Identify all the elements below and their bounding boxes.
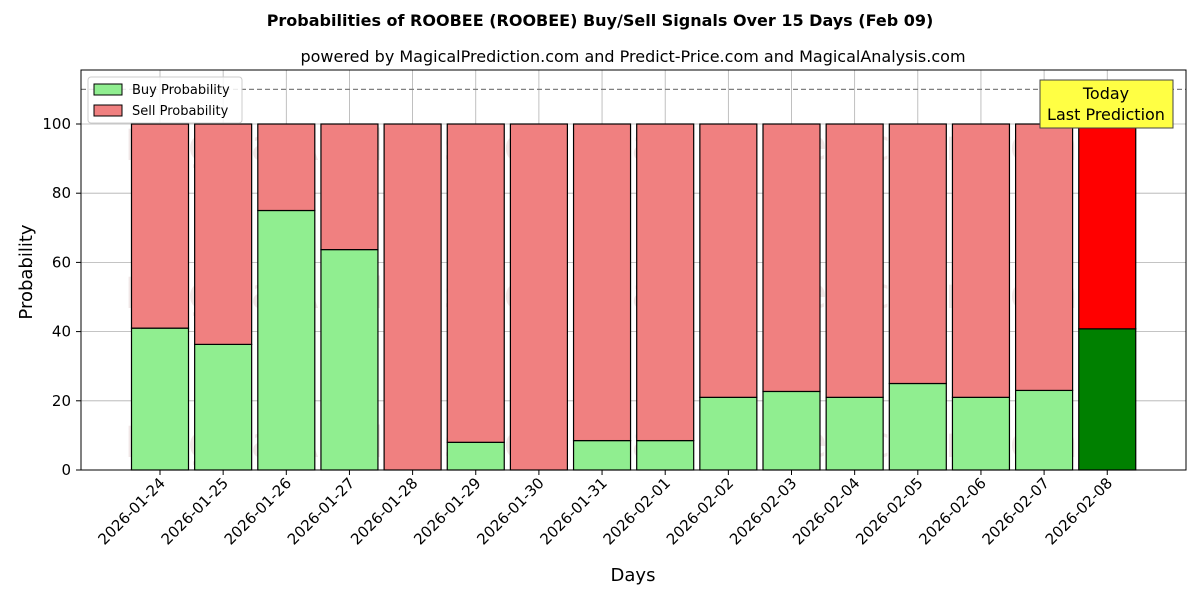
x-tick-label: 2026-01-25 — [158, 474, 232, 548]
bars — [130, 123, 1137, 471]
y-tick-label: 60 — [52, 253, 71, 271]
buy-bar — [699, 396, 758, 471]
buy-bar — [194, 343, 253, 471]
sell-bar — [257, 123, 316, 212]
sell-bar — [509, 123, 568, 471]
buy-bar — [257, 209, 316, 471]
buy-bar — [572, 439, 632, 471]
legend-label: Sell Probability — [132, 104, 229, 119]
sell-bar — [1014, 123, 1074, 392]
buy-bar — [888, 382, 947, 471]
buy-bar — [1078, 328, 1137, 471]
x-tick-label: 2026-01-29 — [410, 474, 484, 548]
buy-bar — [636, 439, 695, 471]
buy-bar — [1014, 389, 1074, 471]
y-tick-label: 0 — [61, 461, 71, 479]
plot-frame — [80, 69, 1187, 471]
sell-bar — [888, 123, 947, 385]
today-annotation: Today Last Prediction — [1039, 79, 1174, 129]
x-tick-label: 2026-02-03 — [726, 474, 800, 548]
x-tick-label: 2026-02-04 — [789, 474, 863, 548]
buy-bar — [951, 396, 1011, 471]
x-tick-label: 2026-02-07 — [979, 474, 1053, 548]
buy-bar — [130, 327, 190, 471]
sell-bar — [194, 123, 253, 346]
x-tick-label: 2026-01-31 — [536, 474, 610, 548]
sell-bar — [636, 123, 695, 442]
sell-bar — [383, 123, 442, 471]
legend: Buy Probability Sell Probability — [87, 76, 243, 124]
annotation-box — [1039, 79, 1174, 129]
sell-bar — [446, 123, 505, 443]
x-axis-label: Days — [611, 565, 656, 586]
sell-bar — [825, 123, 884, 398]
legend-box — [87, 76, 243, 124]
chart-title: Probabilities of ROOBEE (ROOBEE) Buy/Sel… — [267, 11, 934, 30]
chart-subtitle: powered by MagicalPrediction.com and Pre… — [300, 47, 965, 66]
buy-bar — [320, 248, 379, 471]
sell-bar — [130, 123, 190, 329]
x-tick-label: 2026-02-01 — [600, 474, 674, 548]
legend-label: Buy Probability — [132, 83, 230, 98]
y-tick-label: 100 — [42, 115, 71, 133]
x-tick-label: 2026-01-24 — [94, 474, 168, 548]
x-tick-label: 2026-02-06 — [915, 474, 989, 548]
buy-bar — [825, 396, 884, 471]
y-axis-label: Probability — [16, 224, 37, 319]
sell-bar — [320, 123, 379, 251]
legend-swatch — [93, 83, 123, 96]
x-tick-label: 2026-02-08 — [1042, 474, 1116, 548]
buy-bar — [446, 441, 505, 471]
annotation-text: Last Prediction — [1047, 105, 1165, 124]
sell-bar — [1078, 123, 1137, 330]
x-tick-label: 2026-01-28 — [347, 474, 421, 548]
sell-bar — [762, 123, 821, 393]
x-tick-label: 2026-01-30 — [473, 474, 547, 548]
buy-bar — [762, 390, 821, 471]
x-tick-label: 2026-01-26 — [221, 474, 295, 548]
sell-bar — [572, 123, 632, 442]
x-tick-label: 2026-01-27 — [284, 474, 358, 548]
sell-bar — [951, 123, 1011, 398]
y-tick-label: 80 — [52, 184, 71, 202]
legend-swatch — [93, 104, 123, 117]
y-tick-label: 20 — [52, 392, 71, 410]
x-tick-label: 2026-02-02 — [663, 474, 737, 548]
x-axis: 2026-01-242026-01-252026-01-262026-01-27… — [94, 470, 1116, 548]
sell-bar — [699, 123, 758, 398]
y-tick-label: 40 — [52, 323, 71, 341]
annotation-text: Today — [1082, 84, 1129, 103]
y-axis: 0 20 40 60 80 100 — [42, 115, 81, 479]
x-tick-label: 2026-02-05 — [852, 474, 926, 548]
